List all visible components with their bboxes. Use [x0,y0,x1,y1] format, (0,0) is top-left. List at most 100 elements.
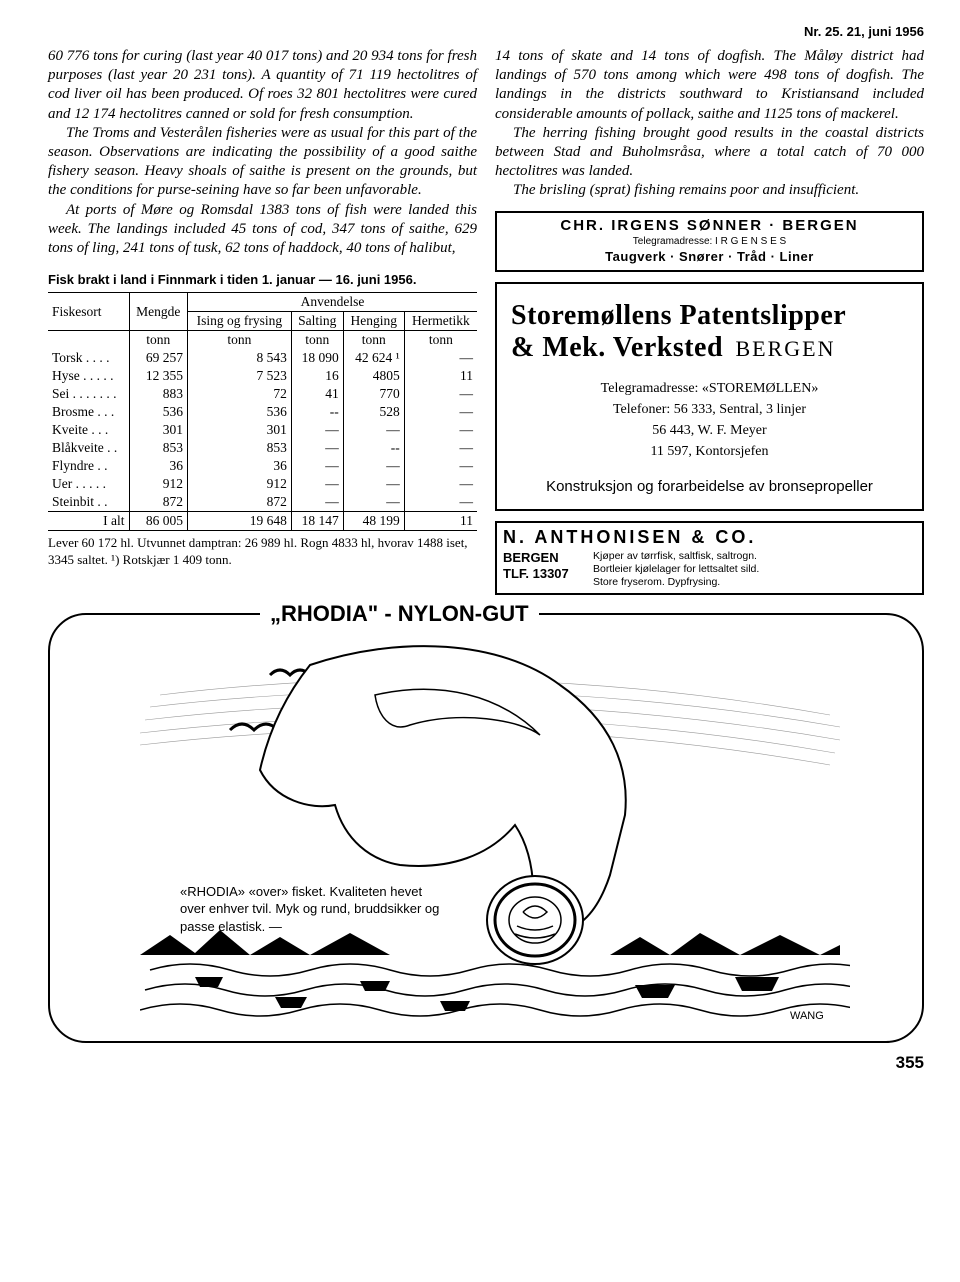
ad-info: Telegramadresse: «STOREMØLLEN» Telefoner… [511,378,908,462]
cell: — [291,439,343,457]
para: The brisling (sprat) fishing remains poo… [495,181,924,200]
total-cell: 11 [404,512,477,531]
unit-cell: tonn [129,331,188,350]
cell: 16 [291,367,343,385]
cell: 912 [188,475,292,493]
ad-blurb: «RHODIA» «over» fisket. Kvaliteten hevet… [180,883,440,936]
ad-line: Kjøper av tørrfisk, saltfisk, saltrogn. [593,550,916,563]
ad-title: „RHODIA" - NYLON-GUT [260,601,539,627]
cell: — [404,493,477,512]
ad-irgens: CHR. IRGENS SØNNER · BERGEN Telegramadre… [495,211,924,272]
table-caption: Fisk brakt i land i Finnmark i tiden 1. … [48,272,477,288]
ad-title: Storemøllens Patentslipper [511,300,908,332]
cell: 11 [404,367,477,385]
cell: — [291,421,343,439]
th-sub: Henging [343,312,404,331]
right-body-text: 14 tons of skate and 14 tons of dogfish.… [495,47,924,201]
cell: 72 [188,385,292,403]
para: 60 776 tons for curing (last year 40 017… [48,47,477,124]
cell: — [343,421,404,439]
cell: 528 [343,403,404,421]
ad-storemollen: Storemøllens Patentslipper & Mek. Verkst… [495,282,924,511]
ad-head: N. ANTHONISEN & CO. [503,527,916,548]
th-sub: Ising og frysing [188,312,292,331]
cell: 36 [129,457,188,475]
ad-rhodia: „RHODIA" - NYLON-GUT [48,613,924,1043]
cell: 853 [188,439,292,457]
main-columns: 60 776 tons for curing (last year 40 017… [48,47,924,595]
para: The Troms and Vesterålen fisheries were … [48,124,477,201]
table-row: Hyse . . . . .12 3557 52316480511 [48,367,477,385]
cell-name: Steinbit . . [48,493,129,512]
cell: — [291,475,343,493]
cell: — [404,403,477,421]
table-row: Blåkveite . .853853—--— [48,439,477,457]
table-row: Brosme . . .536536--528— [48,403,477,421]
cell-name: Hyse . . . . . [48,367,129,385]
bird-illustration-icon: WANG [140,625,850,1025]
cell: — [404,349,477,367]
right-column: 14 tons of skate and 14 tons of dogfish.… [495,47,924,595]
th-mengde: Mengde [129,293,188,331]
table-row: Torsk . . . .69 2578 54318 09042 624 ¹— [48,349,477,367]
cell: 36 [188,457,292,475]
cell-name: Blåkveite . . [48,439,129,457]
left-column: 60 776 tons for curing (last year 40 017… [48,47,477,595]
cell: 883 [129,385,188,403]
cell: 853 [129,439,188,457]
ad-right: Kjøper av tørrfisk, saltfisk, saltrogn. … [593,550,916,589]
cell: 8 543 [188,349,292,367]
cell: 42 624 ¹ [343,349,404,367]
table-row: Sei . . . . . . .8837241770— [48,385,477,403]
para: At ports of Møre og Romsdal 1383 tons of… [48,201,477,259]
cell: 18 090 [291,349,343,367]
table-row: Uer . . . . .912912——— [48,475,477,493]
cell: 12 355 [129,367,188,385]
ad-tel: Telefoner: 56 333, Sentral, 3 linjer [511,399,908,420]
unit-cell: tonn [343,331,404,350]
cell: — [343,493,404,512]
cell: — [404,457,477,475]
table-footnote: Lever 60 172 hl. Utvunnet damptran: 26 9… [48,535,477,568]
cell-name: Kveite . . . [48,421,129,439]
ad-line: Store fryserom. Dypfrysing. [593,576,916,589]
para: The herring fishing brought good results… [495,124,924,182]
cell-name: Uer . . . . . [48,475,129,493]
table-row: Steinbit . .872872——— [48,493,477,512]
unit-cell: tonn [404,331,477,350]
cell: — [404,421,477,439]
total-label: I alt [48,512,129,531]
th-fiskesort: Fiskesort [48,293,129,331]
unit-cell: tonn [291,331,343,350]
cell: — [404,385,477,403]
cell: 4805 [343,367,404,385]
total-cell: 48 199 [343,512,404,531]
cell: -- [343,439,404,457]
cell-name: Brosme . . . [48,403,129,421]
cell: — [343,475,404,493]
cell: 912 [129,475,188,493]
ad-anthonisen: N. ANTHONISEN & CO. BERGEN TLF. 13307 Kj… [495,521,924,595]
ad-tel: 11 597, Kontorsjefen [511,441,908,462]
ad-tel: TLF. 13307 [503,566,593,583]
th-sub: Salting [291,312,343,331]
th-anvendelse: Anvendelse [188,293,478,312]
cell: — [291,493,343,512]
cell: — [404,439,477,457]
cell: 872 [188,493,292,512]
cell: 872 [129,493,188,512]
left-body-text: 60 776 tons for curing (last year 40 017… [48,47,477,258]
total-cell: 18 147 [291,512,343,531]
cell: -- [291,403,343,421]
cell: — [404,475,477,493]
table-row: Flyndre . .3636——— [48,457,477,475]
total-cell: 86 005 [129,512,188,531]
ad-tagline: Konstruksjon og forarbeidelse av bronsep… [511,478,908,495]
cell: 7 523 [188,367,292,385]
cell: 770 [343,385,404,403]
ad-addr: Telegramadresse: «STOREMØLLEN» [511,378,908,399]
signature: WANG [790,1010,824,1022]
table-row: Kveite . . .301301——— [48,421,477,439]
cell: 536 [129,403,188,421]
ad-city: BERGEN [503,550,593,567]
